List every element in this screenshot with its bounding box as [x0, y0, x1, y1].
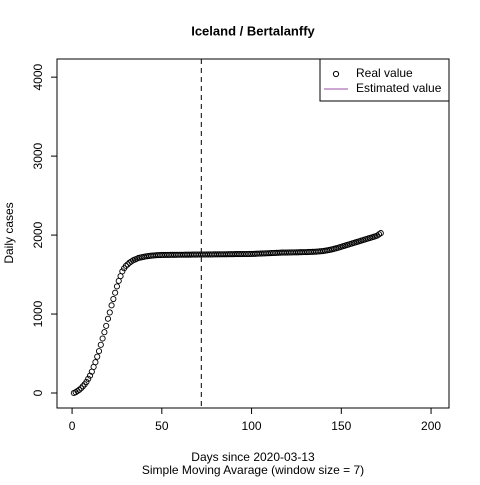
point [83, 378, 90, 385]
legend-label: Real value [356, 66, 413, 80]
legend-marker [332, 70, 340, 78]
chart-title: Iceland / Bertalanffy [191, 23, 315, 38]
x-axis-label: Days since 2020-03-13 [191, 450, 315, 464]
plot-frame [56, 58, 450, 409]
point [95, 348, 103, 355]
y-axis-label: Daily cases [2, 202, 16, 263]
point [99, 335, 106, 342]
y-tick-label: 4000 [31, 63, 45, 90]
point [76, 386, 83, 393]
point [122, 262, 129, 269]
point [79, 383, 86, 390]
legend-label: Estimated value [356, 81, 442, 95]
x-tick-label: 150 [331, 419, 351, 433]
x-tick-label: 200 [421, 419, 441, 433]
subtitle: Simple Moving Avarage (window size = 7) [142, 463, 364, 477]
point [110, 295, 117, 303]
point [103, 322, 110, 329]
point [97, 341, 104, 348]
point [78, 385, 85, 392]
point [108, 302, 115, 309]
point [86, 372, 94, 379]
x-tick-label: 0 [69, 419, 76, 433]
legend-box [319, 58, 450, 102]
y-tick-label: 2000 [31, 221, 45, 248]
point [104, 315, 112, 322]
x-tick-label: 100 [242, 419, 262, 433]
y-tick-label: 0 [31, 389, 45, 396]
point [101, 329, 108, 336]
point [92, 359, 99, 366]
y-tick-label: 1000 [31, 300, 45, 327]
point [106, 309, 113, 316]
y-tick-label: 3000 [31, 142, 45, 169]
point [377, 230, 384, 237]
point [119, 268, 126, 275]
point [112, 289, 119, 296]
point [94, 353, 101, 360]
point [113, 283, 120, 290]
point [85, 375, 92, 382]
x-tick-label: 50 [155, 419, 169, 433]
